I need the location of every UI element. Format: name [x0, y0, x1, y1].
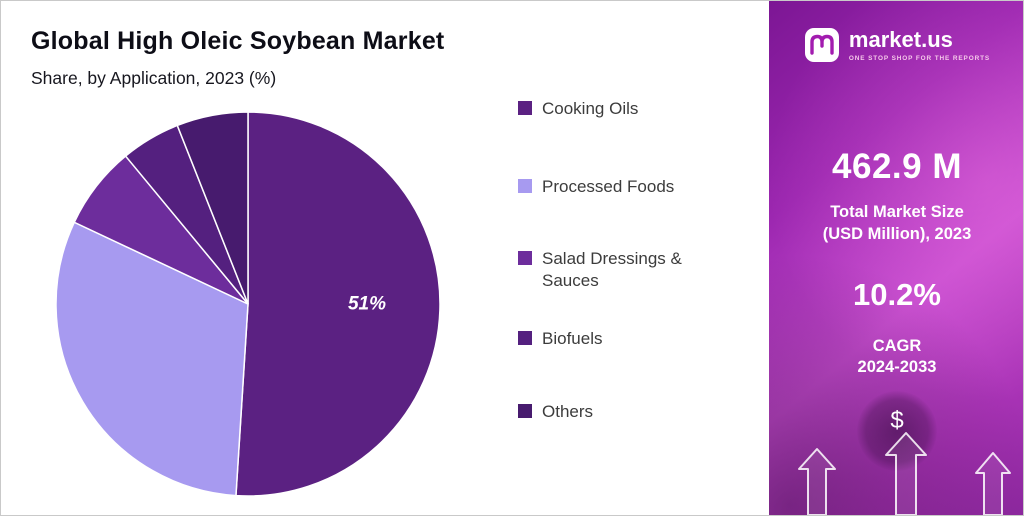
- legend-item-label: Salad Dressings & Sauces: [542, 249, 682, 291]
- legend-item-label: Processed Foods: [542, 177, 675, 196]
- pie-slice-4: [176, 111, 249, 305]
- page-subtitle: Share, by Application, 2023 (%): [31, 68, 277, 88]
- brand-logo: market.us ONE STOP SHOP FOR THE REPORTS: [769, 27, 1023, 63]
- market-size-label-line2: (USD Million), 2023: [822, 225, 972, 243]
- legend-item-label: Others: [542, 402, 594, 421]
- pie-slice-label: 51%: [348, 294, 386, 315]
- legend-swatch: [518, 179, 532, 193]
- page-title: Global High Oleic Soybean Market: [31, 27, 445, 55]
- legend-swatch: [518, 251, 532, 265]
- cagr-value: 10.2%: [853, 277, 941, 312]
- pie-slice-1: [55, 221, 249, 497]
- brand-sidebar: market.us ONE STOP SHOP FOR THE REPORTS …: [769, 1, 1023, 515]
- legend-item: Others: [518, 401, 710, 423]
- legend-item: Biofuels: [518, 328, 710, 350]
- pie-chart: 51%: [55, 111, 441, 497]
- cagr-label: CAGR: [872, 337, 922, 355]
- cagr-period: 2024-2033: [857, 358, 937, 376]
- market-size-value: 462.9 M: [832, 147, 962, 186]
- pie-slice-0: [235, 111, 441, 497]
- marketus-logo-icon: [804, 28, 839, 62]
- legend-swatch: [518, 404, 532, 418]
- legend-item-label: Biofuels: [542, 329, 603, 348]
- chart-area: Global High Oleic Soybean Market Share, …: [1, 1, 769, 515]
- dollar-icon: $: [890, 407, 904, 434]
- legend-item: Salad Dressings & Sauces: [518, 248, 710, 292]
- legend-swatch: [518, 101, 532, 115]
- legend-swatch: [518, 331, 532, 345]
- legend-item: Processed Foods: [518, 176, 710, 198]
- legend-item: Cooking Oils: [518, 98, 710, 120]
- growth-arrows-icon: [798, 432, 1011, 515]
- legend-item-label: Cooking Oils: [542, 99, 639, 118]
- brand-name: market.us: [848, 27, 953, 53]
- market-size-label-line1: Total Market Size: [830, 203, 964, 221]
- brand-tagline: ONE STOP SHOP FOR THE REPORTS: [848, 54, 991, 62]
